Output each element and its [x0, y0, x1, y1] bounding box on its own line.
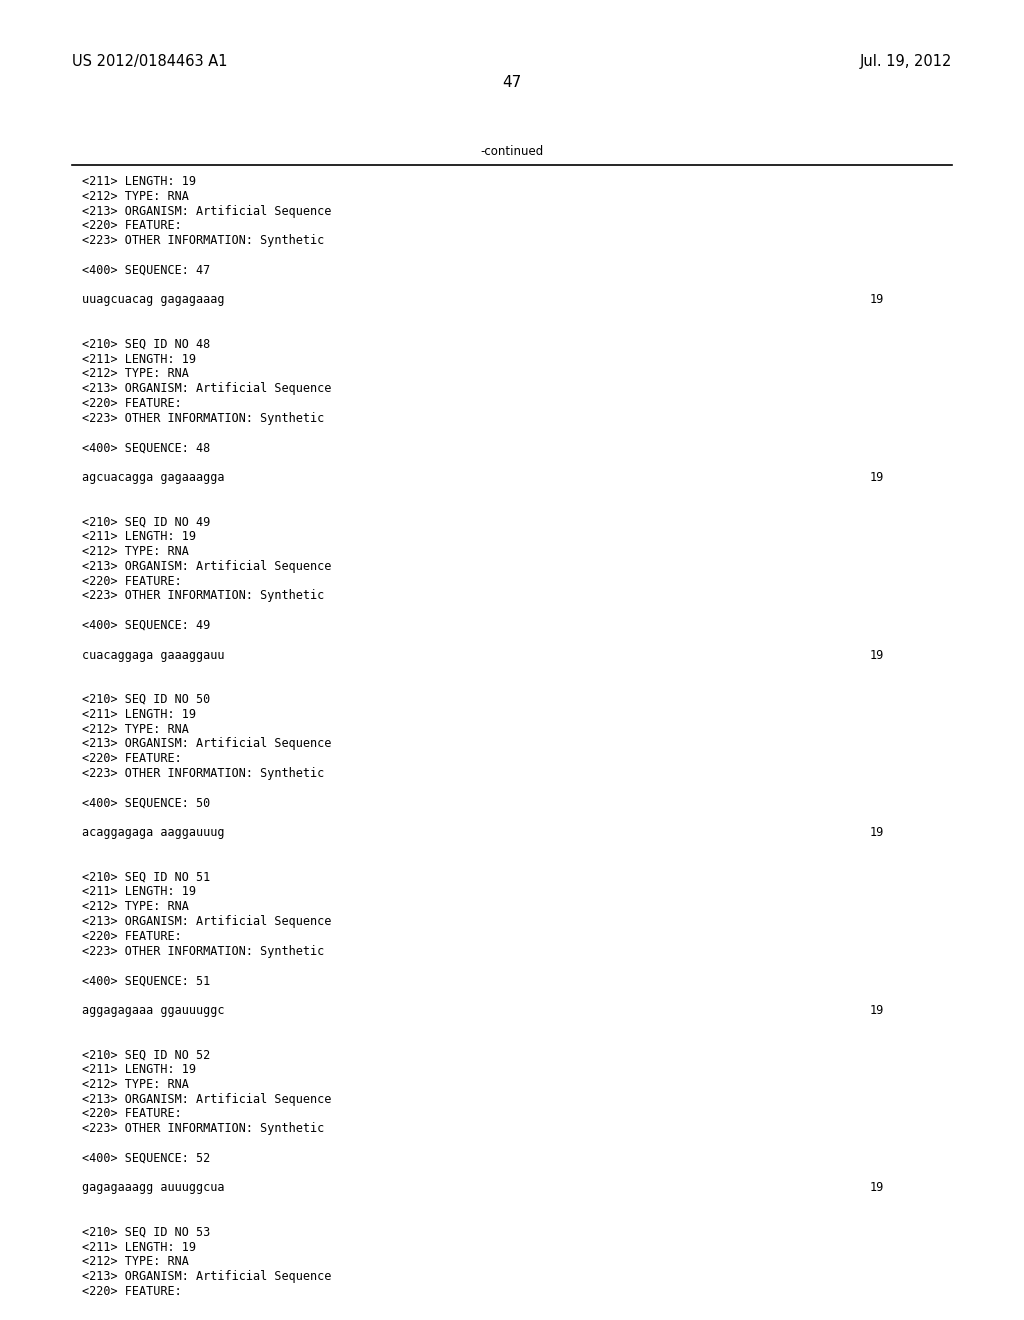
- Text: <211> LENGTH: 19: <211> LENGTH: 19: [82, 708, 196, 721]
- Text: 47: 47: [503, 75, 521, 90]
- Text: <213> ORGANISM: Artificial Sequence: <213> ORGANISM: Artificial Sequence: [82, 383, 332, 395]
- Text: <220> FEATURE:: <220> FEATURE:: [82, 1284, 181, 1298]
- Text: <210> SEQ ID NO 53: <210> SEQ ID NO 53: [82, 1226, 210, 1238]
- Text: <223> OTHER INFORMATION: Synthetic: <223> OTHER INFORMATION: Synthetic: [82, 945, 325, 957]
- Text: <212> TYPE: RNA: <212> TYPE: RNA: [82, 722, 188, 735]
- Text: 19: 19: [870, 1003, 885, 1016]
- Text: <400> SEQUENCE: 48: <400> SEQUENCE: 48: [82, 441, 210, 454]
- Text: aggagagaaa ggauuuggc: aggagagaaa ggauuuggc: [82, 1003, 224, 1016]
- Text: <220> FEATURE:: <220> FEATURE:: [82, 397, 181, 411]
- Text: <220> FEATURE:: <220> FEATURE:: [82, 929, 181, 942]
- Text: <223> OTHER INFORMATION: Synthetic: <223> OTHER INFORMATION: Synthetic: [82, 1122, 325, 1135]
- Text: -continued: -continued: [480, 145, 544, 158]
- Text: <213> ORGANISM: Artificial Sequence: <213> ORGANISM: Artificial Sequence: [82, 738, 332, 750]
- Text: 19: 19: [870, 471, 885, 484]
- Text: <211> LENGTH: 19: <211> LENGTH: 19: [82, 352, 196, 366]
- Text: <220> FEATURE:: <220> FEATURE:: [82, 219, 181, 232]
- Text: <400> SEQUENCE: 47: <400> SEQUENCE: 47: [82, 264, 210, 277]
- Text: <400> SEQUENCE: 50: <400> SEQUENCE: 50: [82, 796, 210, 809]
- Text: cuacaggaga gaaaggauu: cuacaggaga gaaaggauu: [82, 648, 224, 661]
- Text: <210> SEQ ID NO 50: <210> SEQ ID NO 50: [82, 693, 210, 706]
- Text: <210> SEQ ID NO 51: <210> SEQ ID NO 51: [82, 871, 210, 883]
- Text: <211> LENGTH: 19: <211> LENGTH: 19: [82, 1241, 196, 1254]
- Text: gagagaaagg auuuggcua: gagagaaagg auuuggcua: [82, 1181, 224, 1195]
- Text: <400> SEQUENCE: 49: <400> SEQUENCE: 49: [82, 619, 210, 632]
- Text: <213> ORGANISM: Artificial Sequence: <213> ORGANISM: Artificial Sequence: [82, 915, 332, 928]
- Text: <223> OTHER INFORMATION: Synthetic: <223> OTHER INFORMATION: Synthetic: [82, 767, 325, 780]
- Text: <223> OTHER INFORMATION: Synthetic: <223> OTHER INFORMATION: Synthetic: [82, 412, 325, 425]
- Text: <400> SEQUENCE: 51: <400> SEQUENCE: 51: [82, 974, 210, 987]
- Text: <212> TYPE: RNA: <212> TYPE: RNA: [82, 367, 188, 380]
- Text: <220> FEATURE:: <220> FEATURE:: [82, 752, 181, 766]
- Text: <212> TYPE: RNA: <212> TYPE: RNA: [82, 1255, 188, 1269]
- Text: <223> OTHER INFORMATION: Synthetic: <223> OTHER INFORMATION: Synthetic: [82, 234, 325, 247]
- Text: <220> FEATURE:: <220> FEATURE:: [82, 1107, 181, 1121]
- Text: 19: 19: [870, 648, 885, 661]
- Text: <213> ORGANISM: Artificial Sequence: <213> ORGANISM: Artificial Sequence: [82, 560, 332, 573]
- Text: uuagcuacag gagagaaag: uuagcuacag gagagaaag: [82, 293, 224, 306]
- Text: 19: 19: [870, 826, 885, 840]
- Text: <213> ORGANISM: Artificial Sequence: <213> ORGANISM: Artificial Sequence: [82, 1093, 332, 1106]
- Text: <212> TYPE: RNA: <212> TYPE: RNA: [82, 1078, 188, 1090]
- Text: <212> TYPE: RNA: <212> TYPE: RNA: [82, 190, 188, 203]
- Text: <210> SEQ ID NO 49: <210> SEQ ID NO 49: [82, 515, 210, 528]
- Text: 19: 19: [870, 293, 885, 306]
- Text: acaggagaga aaggauuug: acaggagaga aaggauuug: [82, 826, 224, 840]
- Text: <400> SEQUENCE: 52: <400> SEQUENCE: 52: [82, 1152, 210, 1164]
- Text: <210> SEQ ID NO 52: <210> SEQ ID NO 52: [82, 1048, 210, 1061]
- Text: <211> LENGTH: 19: <211> LENGTH: 19: [82, 1063, 196, 1076]
- Text: <213> ORGANISM: Artificial Sequence: <213> ORGANISM: Artificial Sequence: [82, 205, 332, 218]
- Text: <220> FEATURE:: <220> FEATURE:: [82, 574, 181, 587]
- Text: <213> ORGANISM: Artificial Sequence: <213> ORGANISM: Artificial Sequence: [82, 1270, 332, 1283]
- Text: <211> LENGTH: 19: <211> LENGTH: 19: [82, 531, 196, 544]
- Text: <211> LENGTH: 19: <211> LENGTH: 19: [82, 886, 196, 899]
- Text: agcuacagga gagaaagga: agcuacagga gagaaagga: [82, 471, 224, 484]
- Text: <211> LENGTH: 19: <211> LENGTH: 19: [82, 176, 196, 187]
- Text: US 2012/0184463 A1: US 2012/0184463 A1: [72, 54, 227, 69]
- Text: <212> TYPE: RNA: <212> TYPE: RNA: [82, 900, 188, 913]
- Text: 19: 19: [870, 1181, 885, 1195]
- Text: Jul. 19, 2012: Jul. 19, 2012: [859, 54, 952, 69]
- Text: <212> TYPE: RNA: <212> TYPE: RNA: [82, 545, 188, 558]
- Text: <210> SEQ ID NO 48: <210> SEQ ID NO 48: [82, 338, 210, 351]
- Text: <223> OTHER INFORMATION: Synthetic: <223> OTHER INFORMATION: Synthetic: [82, 590, 325, 602]
